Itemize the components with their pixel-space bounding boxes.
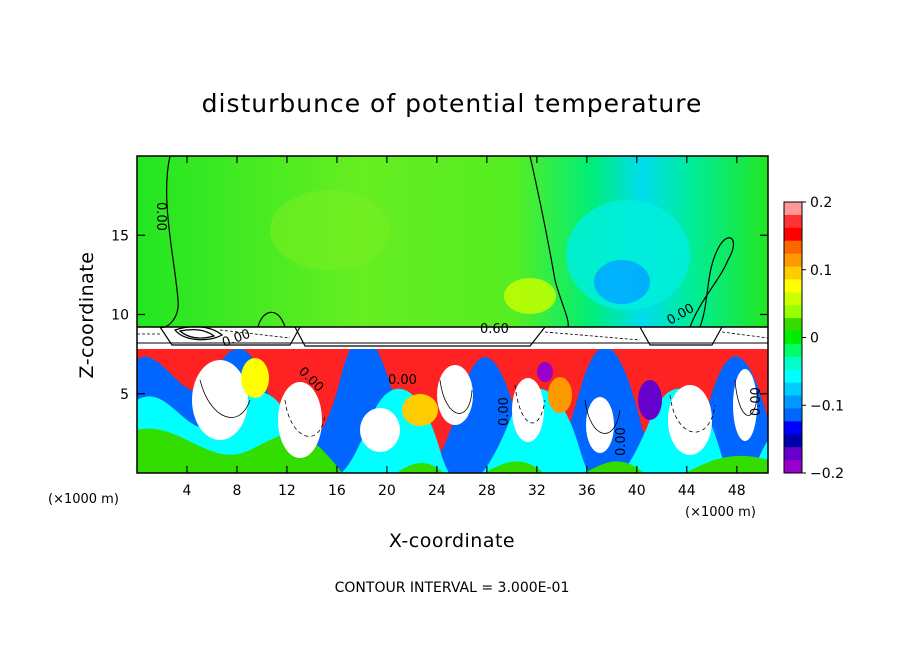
contour-lines-lower (199, 379, 759, 437)
x-tick-label: 28 (478, 483, 496, 499)
colorbar-level (784, 343, 802, 358)
anomaly-blue (594, 260, 650, 304)
boundary-band (137, 326, 768, 349)
x-tick-label: 12 (278, 483, 296, 499)
colorbar-level (784, 227, 802, 242)
contour-label: 0.00 (388, 373, 417, 388)
colorbar-level (784, 434, 802, 448)
colorbar-level (784, 292, 802, 306)
x-tick-label: 32 (528, 483, 546, 499)
contour-label: 0.00 (749, 387, 764, 416)
contour-interval-note: CONTOUR INTERVAL = 3.000E-01 (335, 580, 570, 596)
colorbar-level (784, 318, 802, 332)
x-tick-label: 40 (628, 483, 646, 499)
y-axis-ticks: 5 10 15 (111, 228, 768, 403)
colorbar-level (784, 279, 802, 293)
contour-label: 0.60 (480, 322, 509, 337)
contour-label: 0.00 (153, 202, 168, 231)
contour-label: 0.00 (614, 427, 629, 456)
colorbar-level (784, 331, 802, 345)
colorbar-level (784, 214, 802, 229)
chart-title: disturbunce of potential temperature (202, 89, 703, 118)
colorbar (783, 201, 803, 474)
colorbar-tick-label: −0.1 (810, 398, 844, 414)
colorbar-level (784, 421, 802, 435)
colorbar-level (784, 460, 802, 474)
y-axis-label: Z-coordinate (76, 252, 98, 379)
x-tick-label: 48 (728, 483, 746, 499)
x-axis-label: X-coordinate (389, 530, 515, 552)
anomaly-lime (270, 190, 390, 270)
contour-lines (159, 156, 734, 341)
y-tick-label: 10 (111, 308, 129, 324)
x-tick-label: 16 (328, 483, 346, 499)
colorbar-level (784, 356, 802, 371)
colorbar-level (784, 395, 802, 409)
x-unit-left: (×1000 m) (48, 492, 119, 507)
x-unit-right: (×1000 m) (685, 505, 756, 520)
colorbar-level (784, 382, 802, 397)
colorbar-ticks: 0.2 0.1 0 −0.1 −0.2 (802, 195, 844, 482)
y-tick-label: 5 (120, 387, 129, 403)
x-tick-label: 36 (578, 483, 596, 499)
contour-label: 0.00 (497, 397, 512, 426)
colorbar-tick-label: 0.1 (810, 263, 832, 279)
anomaly-yellow (504, 278, 556, 314)
x-tick-label: 4 (183, 483, 192, 499)
x-tick-label: 44 (678, 483, 696, 499)
x-tick-label: 20 (378, 483, 396, 499)
colorbar-level (784, 202, 802, 216)
y-tick-label: 15 (111, 228, 129, 244)
x-axis-ticks: 4 8 12 16 20 24 28 32 36 40 44 48 (183, 156, 746, 499)
contour-labels: 0.000.600.000.000.00 0.000.000.000.00 (153, 202, 764, 456)
colorbar-level (784, 369, 802, 384)
colorbar-level (784, 447, 802, 461)
colorbar-tick-label: −0.2 (810, 466, 844, 482)
colorbar-level (784, 266, 802, 280)
x-tick-label: 8 (232, 483, 241, 499)
colorbar-level (784, 305, 802, 319)
colorbar-tick-label: 0.2 (810, 195, 832, 211)
colorbar-level (784, 240, 802, 255)
plot-area (137, 156, 768, 473)
x-tick-label: 24 (428, 483, 446, 499)
colorbar-tick-label: 0 (810, 331, 819, 347)
colorbar-level (784, 408, 802, 422)
colorbar-level (784, 253, 802, 268)
